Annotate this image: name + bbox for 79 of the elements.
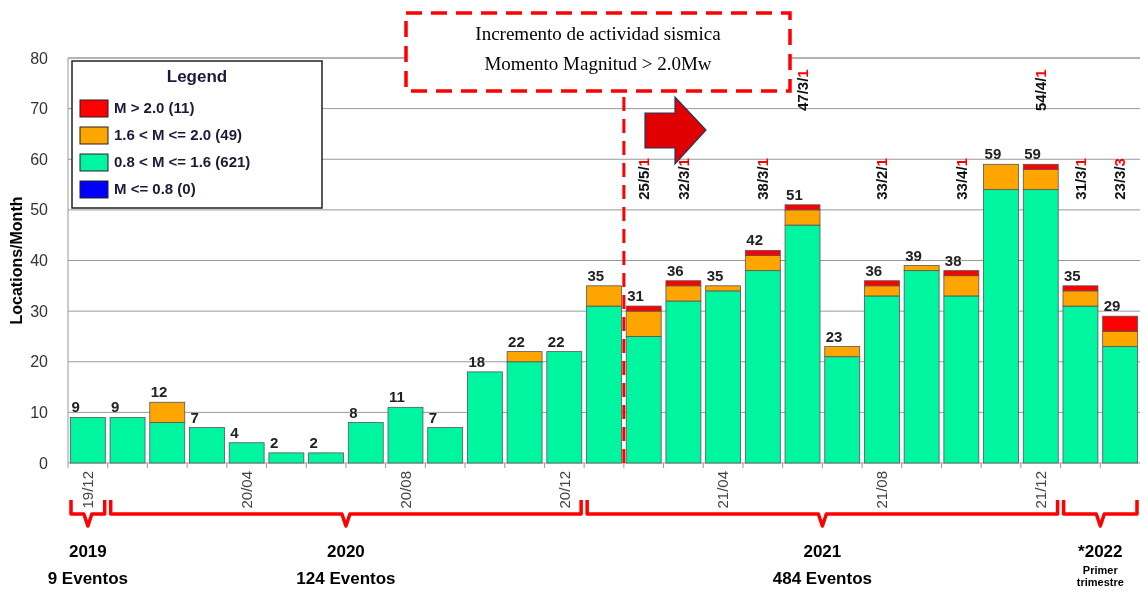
x-tick-label: 21/12 (1031, 471, 1049, 509)
text: Incremento de actividad sismica (475, 23, 722, 44)
annotation: Momento Magnitud > 2.0Mw (484, 53, 712, 74)
annotation: 32/3/1 (674, 158, 692, 200)
x-tick-label: 21/08 (873, 471, 891, 509)
total-label: 23 (825, 327, 843, 345)
bar (268, 452, 305, 464)
x-tick-label: 21/04 (714, 471, 732, 509)
text: 124 Eventos (296, 569, 396, 588)
y-tick-label: 80 (30, 49, 49, 67)
total-label: 36 (865, 261, 883, 279)
total-label: 2 (309, 433, 318, 451)
bar (347, 422, 384, 464)
bar (387, 406, 424, 464)
total-label: 2 (269, 433, 279, 451)
annotation: 33/2/1 (873, 158, 891, 200)
total-label: 22 (547, 332, 565, 350)
total-label: 39 (905, 246, 922, 264)
total-label: 59 (984, 145, 1002, 163)
legend-label: 0.8 < M <= 1.6 (621) (114, 153, 251, 171)
text: Primer trimestre (1076, 564, 1124, 588)
text: 2020 (327, 542, 365, 561)
text: 2019 (68, 542, 107, 561)
y-tick-label: 20 (30, 353, 49, 371)
y-axis-title: Locations/Month (8, 196, 25, 325)
text: 9 Eventos (47, 569, 129, 588)
y-tick-label: 10 (30, 403, 49, 421)
total-label: 7 (190, 408, 199, 426)
legend-title: Legend (166, 67, 228, 86)
bar (546, 351, 583, 464)
total-label: 38 (944, 251, 962, 269)
text: *2022 (1078, 542, 1123, 561)
total-label: 59 (1024, 145, 1041, 163)
total-label: 9 (71, 398, 80, 416)
text: 484 Eventos (772, 569, 872, 588)
y-tick-label: 0 (39, 454, 49, 472)
legend-label: 1.6 < M <= 2.0 (49) (114, 126, 242, 144)
total-label: 35 (1063, 266, 1081, 284)
total-label: 4 (230, 423, 240, 441)
total-label: 35 (587, 266, 605, 284)
annotation: 33/4/1 (952, 158, 970, 200)
annotation: 23/3/3 (1111, 158, 1129, 200)
y-tick-label: 30 (30, 302, 49, 320)
total-label: 18 (468, 352, 486, 370)
y-tick-label: 70 (30, 100, 49, 118)
total-label: 36 (666, 261, 684, 279)
total-label: 8 (349, 403, 358, 421)
total-label: 22 (508, 332, 525, 350)
annotation: 47/3/1 (793, 69, 811, 111)
total-label: 11 (389, 388, 405, 406)
annotation: 31/3/1 (1071, 158, 1089, 200)
x-tick-label: 20/04 (237, 471, 255, 509)
total-label: 12 (150, 383, 168, 401)
bar (467, 371, 503, 464)
annotation: 54/4/1 (1031, 69, 1049, 111)
bar (109, 417, 146, 464)
total-label: 31 (627, 287, 644, 305)
total-label: 29 (1103, 297, 1121, 315)
text: 2021 (803, 542, 842, 561)
legend-label: M > 2.0 (11) (114, 99, 195, 117)
bar (189, 427, 225, 464)
annotation: 38/3/1 (754, 158, 772, 200)
x-tick-label: 19/12 (79, 471, 97, 509)
total-label: 9 (111, 398, 120, 416)
legend-label: M <= 0.8 (0) (114, 180, 196, 198)
bar (427, 427, 464, 464)
total-label: 51 (786, 185, 803, 203)
total-label: 42 (746, 231, 764, 249)
annotation: 25/5/1 (634, 158, 652, 200)
y-tick-label: 40 (30, 252, 49, 270)
total-label: 35 (706, 266, 724, 284)
x-tick-label: 20/12 (555, 471, 573, 509)
bar (69, 417, 106, 464)
bar (228, 442, 265, 464)
y-tick-label: 60 (30, 150, 49, 168)
y-tick-label: 50 (30, 201, 49, 219)
total-label: 7 (428, 408, 438, 426)
bar (308, 452, 344, 464)
x-tick-label: 20/08 (396, 471, 414, 509)
